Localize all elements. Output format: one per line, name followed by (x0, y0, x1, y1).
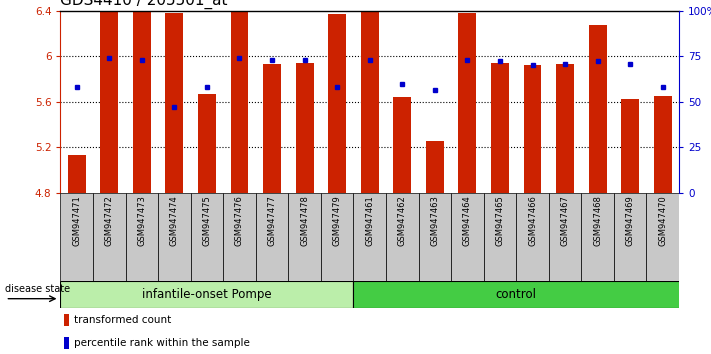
Bar (654, 96, 672, 193)
Bar (353, 193, 386, 281)
Bar (60, 193, 93, 281)
Text: GSM947472: GSM947472 (105, 195, 114, 246)
Text: GSM947477: GSM947477 (267, 195, 277, 246)
Bar (93, 193, 126, 281)
Bar (68, 155, 85, 193)
Bar (133, 12, 151, 193)
Text: GSM947475: GSM947475 (203, 195, 211, 246)
Bar (296, 63, 314, 193)
Bar (621, 99, 639, 193)
Bar (126, 193, 158, 281)
Text: GSM947461: GSM947461 (365, 195, 374, 246)
Bar (556, 64, 574, 193)
Bar (646, 193, 679, 281)
Bar (198, 94, 216, 193)
Bar (230, 11, 248, 193)
Bar (523, 65, 542, 193)
Bar (191, 193, 223, 281)
Text: GSM947478: GSM947478 (300, 195, 309, 246)
Text: GSM947479: GSM947479 (333, 195, 342, 246)
Bar (100, 11, 118, 193)
Bar (166, 13, 183, 193)
Bar (549, 193, 582, 281)
Bar (459, 13, 476, 193)
Bar (63, 314, 69, 326)
Text: GSM947471: GSM947471 (73, 195, 81, 246)
Text: GSM947462: GSM947462 (397, 195, 407, 246)
Text: GSM947465: GSM947465 (496, 195, 504, 246)
Bar (483, 193, 516, 281)
Text: GSM947469: GSM947469 (626, 195, 635, 246)
Text: transformed count: transformed count (75, 315, 171, 325)
Text: GSM947476: GSM947476 (235, 195, 244, 246)
Bar (328, 14, 346, 193)
Bar (158, 193, 191, 281)
Bar (614, 193, 646, 281)
Bar (360, 11, 379, 193)
Text: GSM947473: GSM947473 (137, 195, 146, 246)
Bar (582, 193, 614, 281)
Bar (321, 193, 353, 281)
Text: GSM947466: GSM947466 (528, 195, 537, 246)
Bar (256, 193, 289, 281)
Bar (393, 97, 411, 193)
Text: infantile-onset Pompe: infantile-onset Pompe (142, 288, 272, 301)
Bar (353, 281, 695, 308)
Bar (426, 141, 444, 193)
Bar (223, 193, 256, 281)
Text: percentile rank within the sample: percentile rank within the sample (75, 338, 250, 348)
Bar (63, 337, 69, 349)
Text: disease state: disease state (6, 284, 70, 294)
Text: GSM947464: GSM947464 (463, 195, 472, 246)
Bar (60, 281, 353, 308)
Bar (589, 25, 606, 193)
Bar (386, 193, 419, 281)
Bar (491, 63, 509, 193)
Text: GSM947467: GSM947467 (560, 195, 570, 246)
Text: GSM947468: GSM947468 (593, 195, 602, 246)
Bar (451, 193, 483, 281)
Text: control: control (496, 288, 537, 301)
Bar (263, 64, 281, 193)
Text: GSM947470: GSM947470 (658, 195, 667, 246)
Text: GDS4410 / 205501_at: GDS4410 / 205501_at (60, 0, 228, 9)
Bar (516, 193, 549, 281)
Text: GSM947463: GSM947463 (430, 195, 439, 246)
Bar (419, 193, 451, 281)
Bar (289, 193, 321, 281)
Text: GSM947474: GSM947474 (170, 195, 179, 246)
